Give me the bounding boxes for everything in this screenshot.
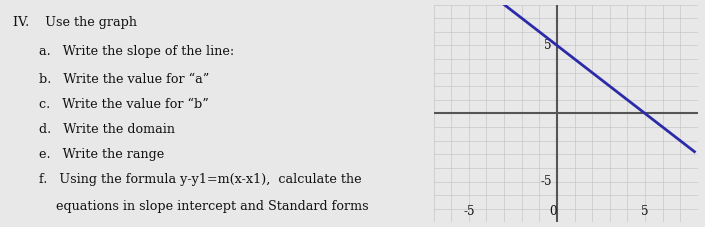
Text: -5: -5 bbox=[540, 175, 552, 188]
Text: 0: 0 bbox=[548, 205, 556, 218]
Text: e.   Write the range: e. Write the range bbox=[39, 148, 164, 160]
Text: d.   Write the domain: d. Write the domain bbox=[39, 123, 175, 136]
Text: equations in slope intercept and Standard forms: equations in slope intercept and Standar… bbox=[56, 200, 369, 213]
Text: 5: 5 bbox=[642, 205, 649, 218]
Text: -5: -5 bbox=[463, 205, 474, 218]
Text: f.   Using the formula y-y1=m(x-x1),  calculate the: f. Using the formula y-y1=m(x-x1), calcu… bbox=[39, 173, 362, 185]
Text: a.   Write the slope of the line:: a. Write the slope of the line: bbox=[39, 45, 234, 58]
Text: b.   Write the value for “a”: b. Write the value for “a” bbox=[39, 73, 209, 86]
Text: 5: 5 bbox=[544, 39, 552, 52]
Text: IV.    Use the graph: IV. Use the graph bbox=[13, 16, 137, 29]
Text: c.   Write the value for “b”: c. Write the value for “b” bbox=[39, 98, 209, 111]
